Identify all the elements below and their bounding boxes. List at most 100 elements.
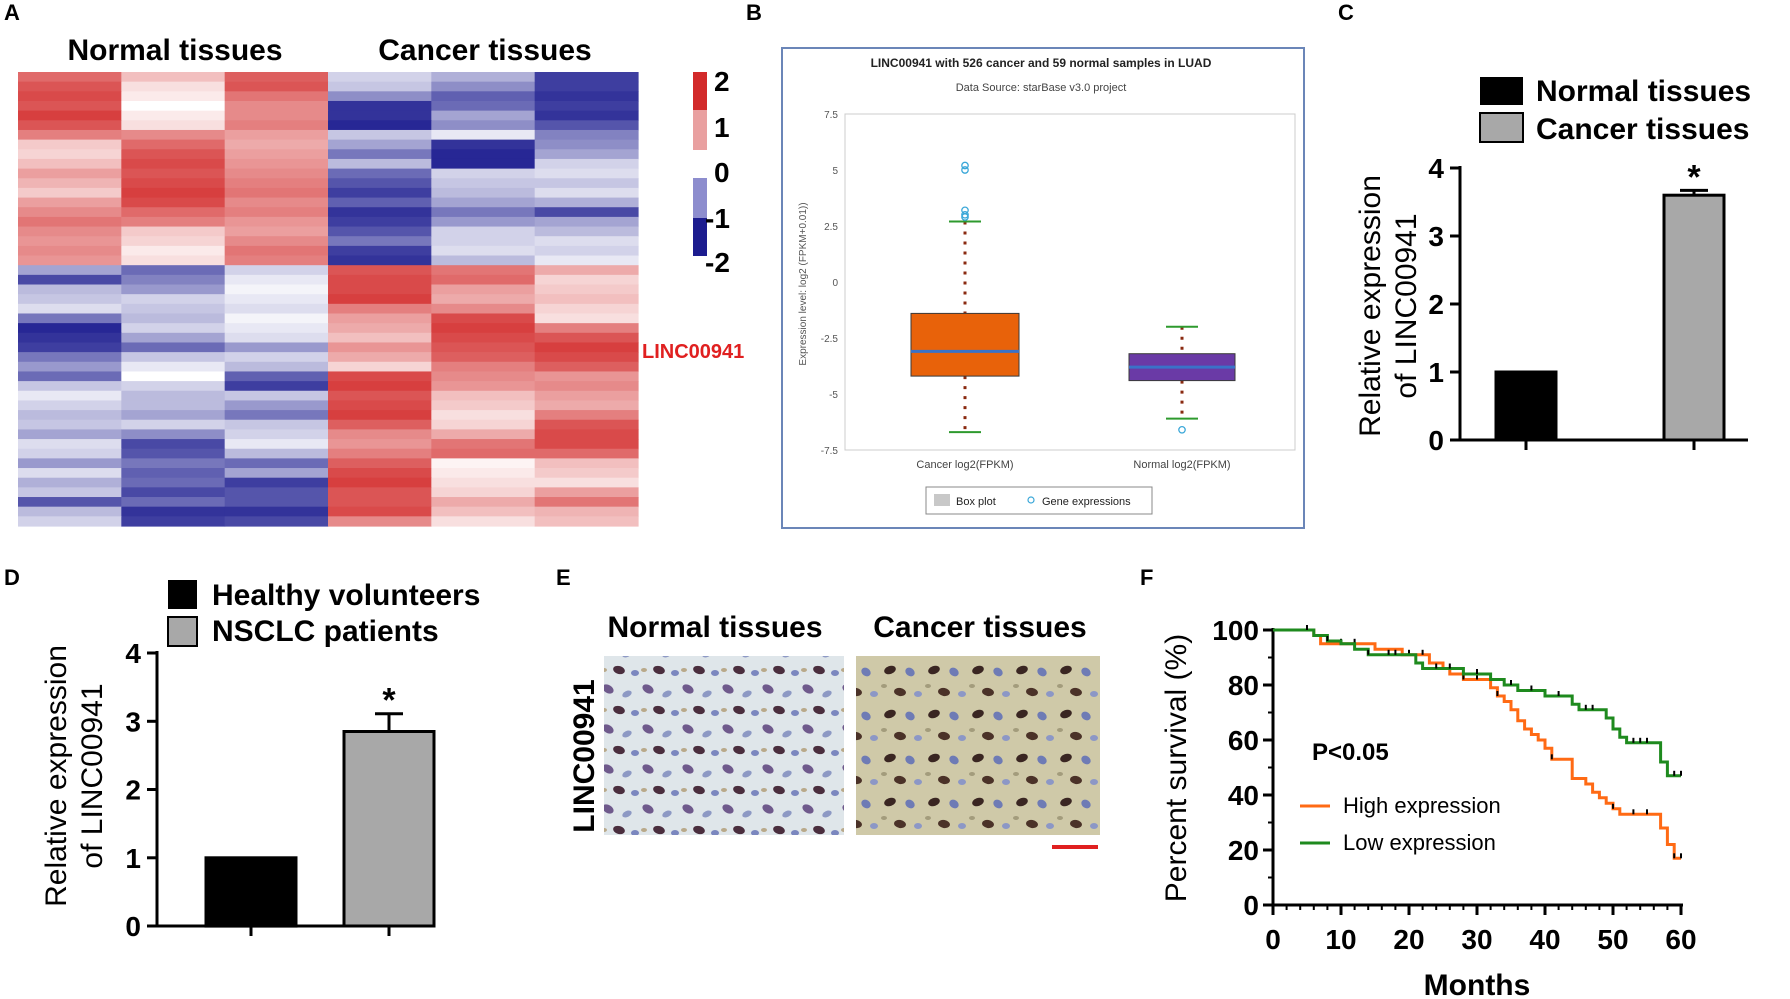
heatmap-cell — [18, 506, 122, 517]
heatmap-colorbar: 2 1 0 -1 -2 — [693, 66, 730, 278]
heatmap-cell — [121, 303, 226, 315]
heatmap-cell — [328, 284, 432, 295]
heatmap-cell — [431, 516, 536, 527]
heatmap-cell — [121, 497, 226, 508]
heatmap-cell — [121, 458, 226, 469]
heatmap-cell — [121, 100, 226, 112]
heatmap-cell — [431, 497, 536, 508]
heatmap-cell — [328, 139, 432, 150]
heatmap-cell — [224, 120, 329, 131]
heatmap-cell — [431, 313, 536, 324]
heatmap-cell — [328, 506, 432, 517]
heatmap-cell — [18, 274, 122, 286]
heatmap-cell — [534, 110, 639, 121]
heatmap-cell — [121, 120, 226, 131]
heatmap-group-label-cancer: Cancer tissues — [378, 34, 591, 67]
boxplot-ytick-label: 7.5 — [824, 110, 838, 121]
heatmap-cell — [224, 448, 329, 459]
heatmap-cell — [534, 216, 639, 228]
heatmap-cell — [18, 120, 122, 131]
heatmap-cell — [18, 245, 122, 257]
heatmap-cell — [224, 477, 329, 488]
heatmap-cell — [534, 468, 639, 479]
survival-ytick-label: 20 — [1228, 835, 1259, 866]
heatmap-cell — [121, 139, 226, 150]
heatmap-cell — [224, 216, 329, 228]
heatmap-cell — [224, 516, 329, 527]
ihc-col-label-cancer: Cancer tissues — [873, 611, 1086, 644]
heatmap-cell — [18, 255, 122, 266]
chart-d-significance: * — [382, 682, 396, 720]
heatmap-cell — [328, 323, 432, 334]
heatmap-cell — [121, 81, 226, 92]
boxplot-legend-frame — [925, 486, 1153, 515]
chart-d-ylabel-line2: of LINC00941 — [76, 683, 109, 868]
legend-c-swatch-normal — [1480, 77, 1523, 105]
heatmap-cell — [121, 245, 226, 257]
survival-ytick-label: 0 — [1243, 890, 1259, 921]
heatmap-cell — [431, 216, 536, 228]
heatmap-cell — [121, 129, 226, 141]
heatmap-cell — [328, 91, 432, 102]
chart-c-bars: 0 1 2 3 4 * — [1428, 153, 1748, 456]
heatmap-cell — [431, 448, 536, 459]
boxplot-ytick-label: -2.5 — [821, 334, 839, 345]
panel-f: F Percent survival (%) Months P<0.05 0 20… — [1140, 565, 1697, 999]
colorbar-mid — [693, 150, 707, 178]
heatmap-cell — [431, 149, 536, 160]
heatmap-cell — [431, 72, 536, 83]
heatmap-cell — [121, 158, 226, 170]
boxplot-legend: Box plot Gene expressions — [925, 486, 1153, 515]
heatmap-cell — [328, 245, 432, 257]
heatmap-cell — [431, 187, 536, 199]
heatmap-cell — [328, 236, 432, 247]
heatmap-cell — [328, 487, 432, 498]
heatmap-cell — [121, 72, 226, 83]
heatmap-cell — [224, 100, 329, 112]
panel-a: A Normal tissues Cancer tissues LINC0094… — [4, 0, 744, 527]
heatmap-cell — [431, 361, 536, 373]
boxplot-ytick-label: -5 — [829, 390, 838, 401]
chart-c-ylabel-line1: Relative expression — [1354, 175, 1387, 437]
heatmap-cell — [121, 487, 226, 498]
panel-d: D Healthy volunteers NSCLC patients Rela… — [4, 565, 480, 942]
heatmap-cell — [328, 81, 432, 92]
chart-d-bar — [342, 730, 436, 928]
colorbar-lower-fade — [693, 178, 707, 218]
panel-letter-b: B — [746, 0, 762, 25]
heatmap-cell — [431, 439, 536, 450]
heatmap-cell — [224, 497, 329, 508]
survival-xtick-label: 20 — [1393, 924, 1424, 955]
heatmap-cell — [534, 400, 639, 411]
heatmap-cell — [534, 506, 639, 517]
survival-xtick-label: 10 — [1325, 924, 1356, 955]
heatmap-cell — [224, 284, 329, 295]
heatmap-cell — [328, 477, 432, 488]
heatmap-cell — [121, 178, 226, 189]
heatmap-cell — [121, 439, 226, 450]
heatmap-cell — [18, 323, 122, 334]
heatmap-cell — [18, 487, 122, 498]
chart-c-ytick-label: 2 — [1428, 289, 1444, 320]
heatmap-cell — [431, 236, 536, 247]
panel-c: C Normal tissues Cancer tissues Relative… — [1338, 0, 1751, 456]
heatmap-cell — [328, 158, 432, 170]
survival-plot: 0 20 40 60 80 100 0 10 20 30 40 50 60 — [1212, 615, 1696, 955]
heatmap-cell — [224, 72, 329, 83]
heatmap-cell — [18, 226, 122, 237]
heatmap-cell — [534, 197, 639, 208]
heatmap-cell — [534, 439, 639, 450]
panel-b: B LINC00941 with 526 cancer and 59 norma… — [746, 0, 1305, 529]
boxplot-legend-swatch — [934, 494, 950, 506]
survival-xtick-label: 40 — [1529, 924, 1560, 955]
heatmap-cell — [534, 129, 639, 141]
heatmap-cell — [18, 216, 122, 228]
boxplot-legend-genes: Gene expressions — [1042, 496, 1131, 508]
heatmap-cell — [224, 207, 329, 218]
colorbar-tick-0: 0 — [714, 157, 730, 188]
heatmap-cell — [328, 419, 432, 430]
survival-xlabel: Months — [1424, 969, 1531, 999]
heatmap-cell — [121, 361, 226, 373]
heatmap-cell — [431, 352, 536, 363]
